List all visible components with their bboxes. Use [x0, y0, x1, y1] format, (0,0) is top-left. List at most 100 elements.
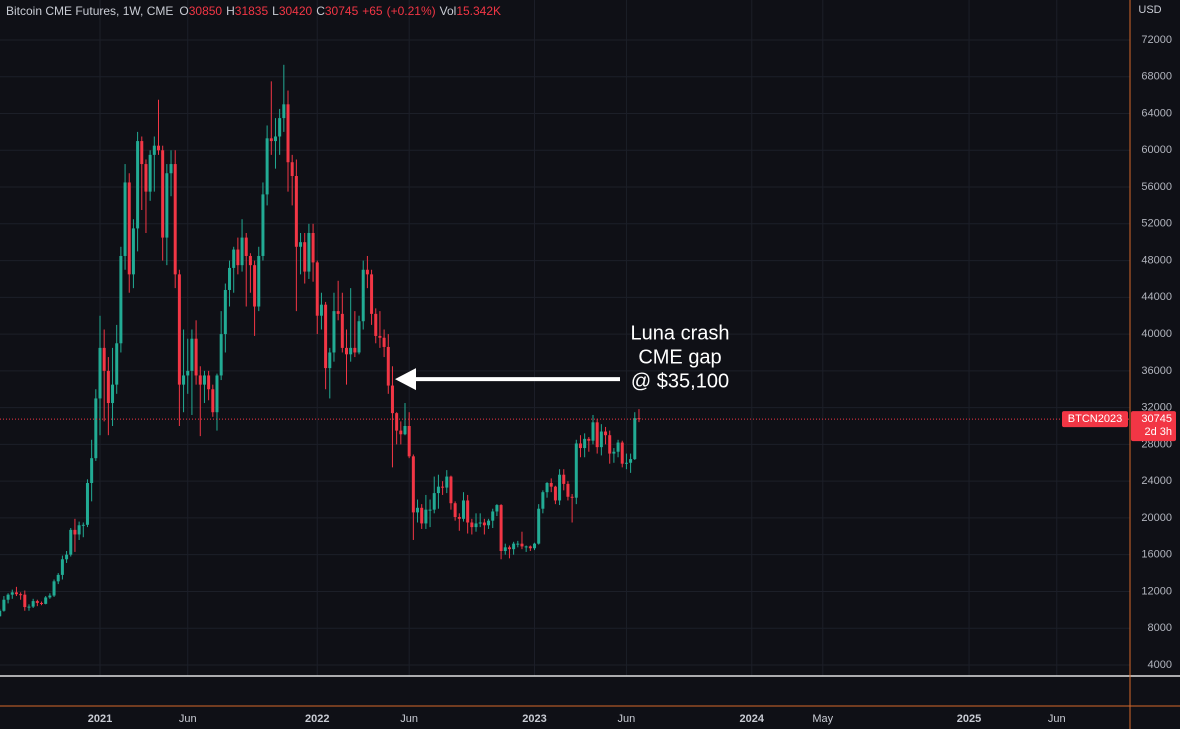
candle-body [94, 398, 98, 459]
candle-body [194, 338, 198, 376]
candle-body [119, 255, 123, 344]
candle-body [595, 422, 599, 448]
candle-body [445, 476, 449, 488]
symbol-tag: BTCN2023 [1068, 413, 1122, 425]
candle-body [286, 104, 290, 163]
candle-body [591, 422, 595, 441]
candle-body [453, 503, 457, 517]
candle-body [545, 482, 549, 493]
candle-body [378, 335, 382, 338]
volume-label: Vol [439, 4, 457, 18]
candle-body [549, 482, 553, 487]
y-tick-label: 68000 [1141, 71, 1172, 83]
candle-body [31, 601, 35, 607]
candle-body [608, 435, 612, 454]
candle-body [332, 311, 336, 353]
candle-body [424, 509, 428, 524]
candle-body [436, 486, 440, 494]
y-tick-label: 20000 [1141, 512, 1172, 524]
candle-body [152, 145, 156, 155]
candle-body [232, 249, 236, 268]
candle-body [236, 249, 240, 266]
candle-body [512, 543, 516, 550]
y-tick-label: 64000 [1141, 107, 1172, 119]
x-tick-label: 2023 [522, 713, 546, 725]
candle-body [353, 347, 357, 353]
candle-body [528, 546, 532, 549]
y-tick-label: 28000 [1141, 438, 1172, 450]
candle-body [290, 162, 294, 177]
candle-body [495, 505, 499, 512]
candle-body [637, 418, 641, 420]
candle-body [349, 347, 353, 355]
candle-body [60, 559, 64, 575]
candle-body [65, 554, 69, 560]
candle-body [461, 500, 465, 519]
candle-body [574, 443, 578, 498]
x-tick-label: 2025 [957, 713, 981, 725]
candle-body [533, 543, 537, 549]
candle-body [169, 164, 173, 174]
candle-body [562, 474, 566, 484]
candle-body [98, 347, 102, 399]
candle-body [491, 511, 495, 521]
candle-body [48, 595, 52, 598]
candle-body [328, 352, 332, 369]
open-value: 30850 [188, 4, 223, 18]
candle-body [294, 176, 298, 247]
close-label: C [316, 4, 325, 18]
candle-body [23, 594, 27, 608]
candle-body [416, 507, 420, 513]
candle-body [219, 334, 223, 376]
candle-body [106, 370, 110, 404]
candle-body [123, 182, 127, 256]
candle-body [478, 522, 482, 524]
y-tick-label: 60000 [1141, 144, 1172, 156]
last-price-box [1131, 411, 1176, 442]
candle-body [537, 508, 541, 544]
y-tick-label: 44000 [1141, 291, 1172, 303]
y-tick-label: 12000 [1141, 585, 1172, 597]
candle-body [583, 438, 587, 449]
candle-body [357, 321, 361, 353]
candle-body [411, 456, 415, 513]
candle-body [186, 370, 190, 376]
candle-body [407, 426, 411, 457]
candle-body [136, 141, 140, 229]
y-tick-label: 56000 [1141, 181, 1172, 193]
x-tick-label: Jun [400, 713, 418, 725]
y-tick-label: 4000 [1148, 659, 1172, 671]
annotation-text: Luna crash [631, 322, 730, 344]
candle-body [470, 522, 474, 528]
candle-body [482, 522, 486, 526]
y-tick-label: 72000 [1141, 34, 1172, 46]
candle-body [85, 482, 89, 525]
candle-body [161, 150, 165, 238]
candle-body [182, 375, 186, 385]
candle-body [90, 458, 94, 483]
high-value: 31835 [234, 4, 269, 18]
candle-body [102, 347, 106, 371]
candle-body [77, 525, 81, 535]
candle-body [324, 304, 328, 369]
candle-body [624, 462, 628, 464]
candle-body [144, 164, 148, 192]
candle-body [487, 520, 491, 526]
candle-body [6, 594, 10, 600]
candle-body [428, 509, 432, 511]
candle-body [202, 375, 206, 385]
candle-body [14, 592, 18, 595]
annotation-text: CME gap [638, 346, 721, 368]
candle-body [278, 118, 282, 137]
last-price-label: 30745 [1141, 413, 1172, 425]
candle-body [273, 136, 277, 142]
candle-body [516, 543, 520, 545]
annotation-arrowhead [395, 368, 416, 391]
candle-body [604, 431, 608, 436]
candle-body [311, 232, 315, 263]
candle-body [140, 141, 144, 165]
candle-body [165, 173, 169, 238]
y-tick-label: 32000 [1141, 402, 1172, 414]
x-tick-label: May [812, 713, 833, 725]
open-label: O [179, 4, 189, 18]
